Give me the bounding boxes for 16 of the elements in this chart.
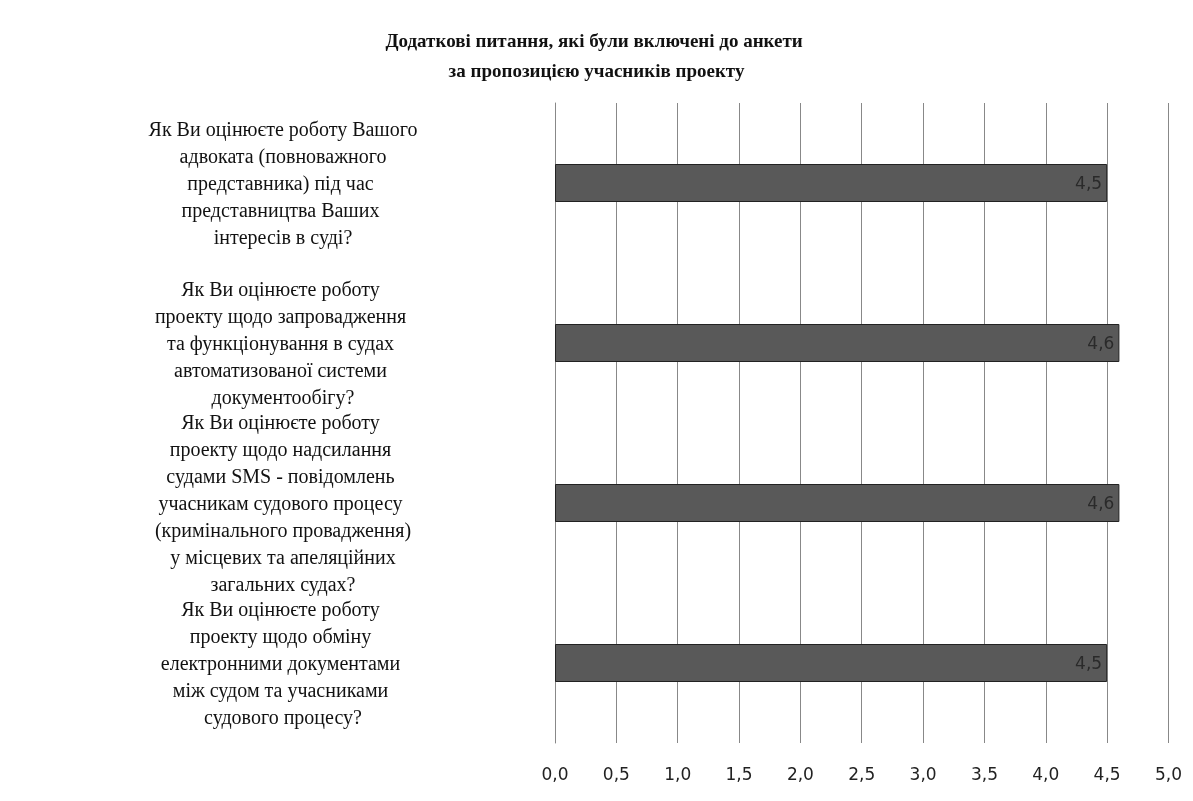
x-tick-label: 0,0	[541, 763, 569, 784]
x-tick-label: 1,0	[664, 763, 692, 784]
y-tick-label: Як Ви оцінюєте роботу Вашого адвоката (повноважного представника) під час представництва Ваших інтересів в суді?	[148, 118, 418, 249]
x-tick-label: 0,5	[602, 763, 630, 784]
y-tick-label: Як Ви оцінюєте роботу проекту щодо запровадження та функціонування в судах автоматизованої системи документообігу?	[154, 278, 412, 409]
x-tick-label: 1,5	[725, 763, 753, 784]
x-tick-label: 4,0	[1032, 763, 1060, 784]
x-tick-label: 3,5	[970, 763, 998, 784]
x-tick-label: 3,0	[909, 763, 937, 784]
x-tick-label: 2,5	[848, 763, 876, 784]
y-tick-label: Як Ви оцінюєте роботу проекту щодо обміну електронними документами між судом та учасниками судового процесу?	[160, 598, 406, 729]
chart-title: Додаткові питання, які були включені до анкети за пропозицією учасників проекту	[385, 29, 808, 81]
y-tick-label: Як Ви оцінюєте роботу проекту щодо надсилання судами SMS - повідомлень учасникам судового процесу (кримінального провадження) у місцевих та апеляційних загальних судах?	[154, 411, 412, 596]
x-tick-label: 2,0	[786, 763, 814, 784]
x-tick-label: 4,5	[1093, 763, 1121, 784]
x-tick-label: 5,0	[1154, 763, 1183, 784]
